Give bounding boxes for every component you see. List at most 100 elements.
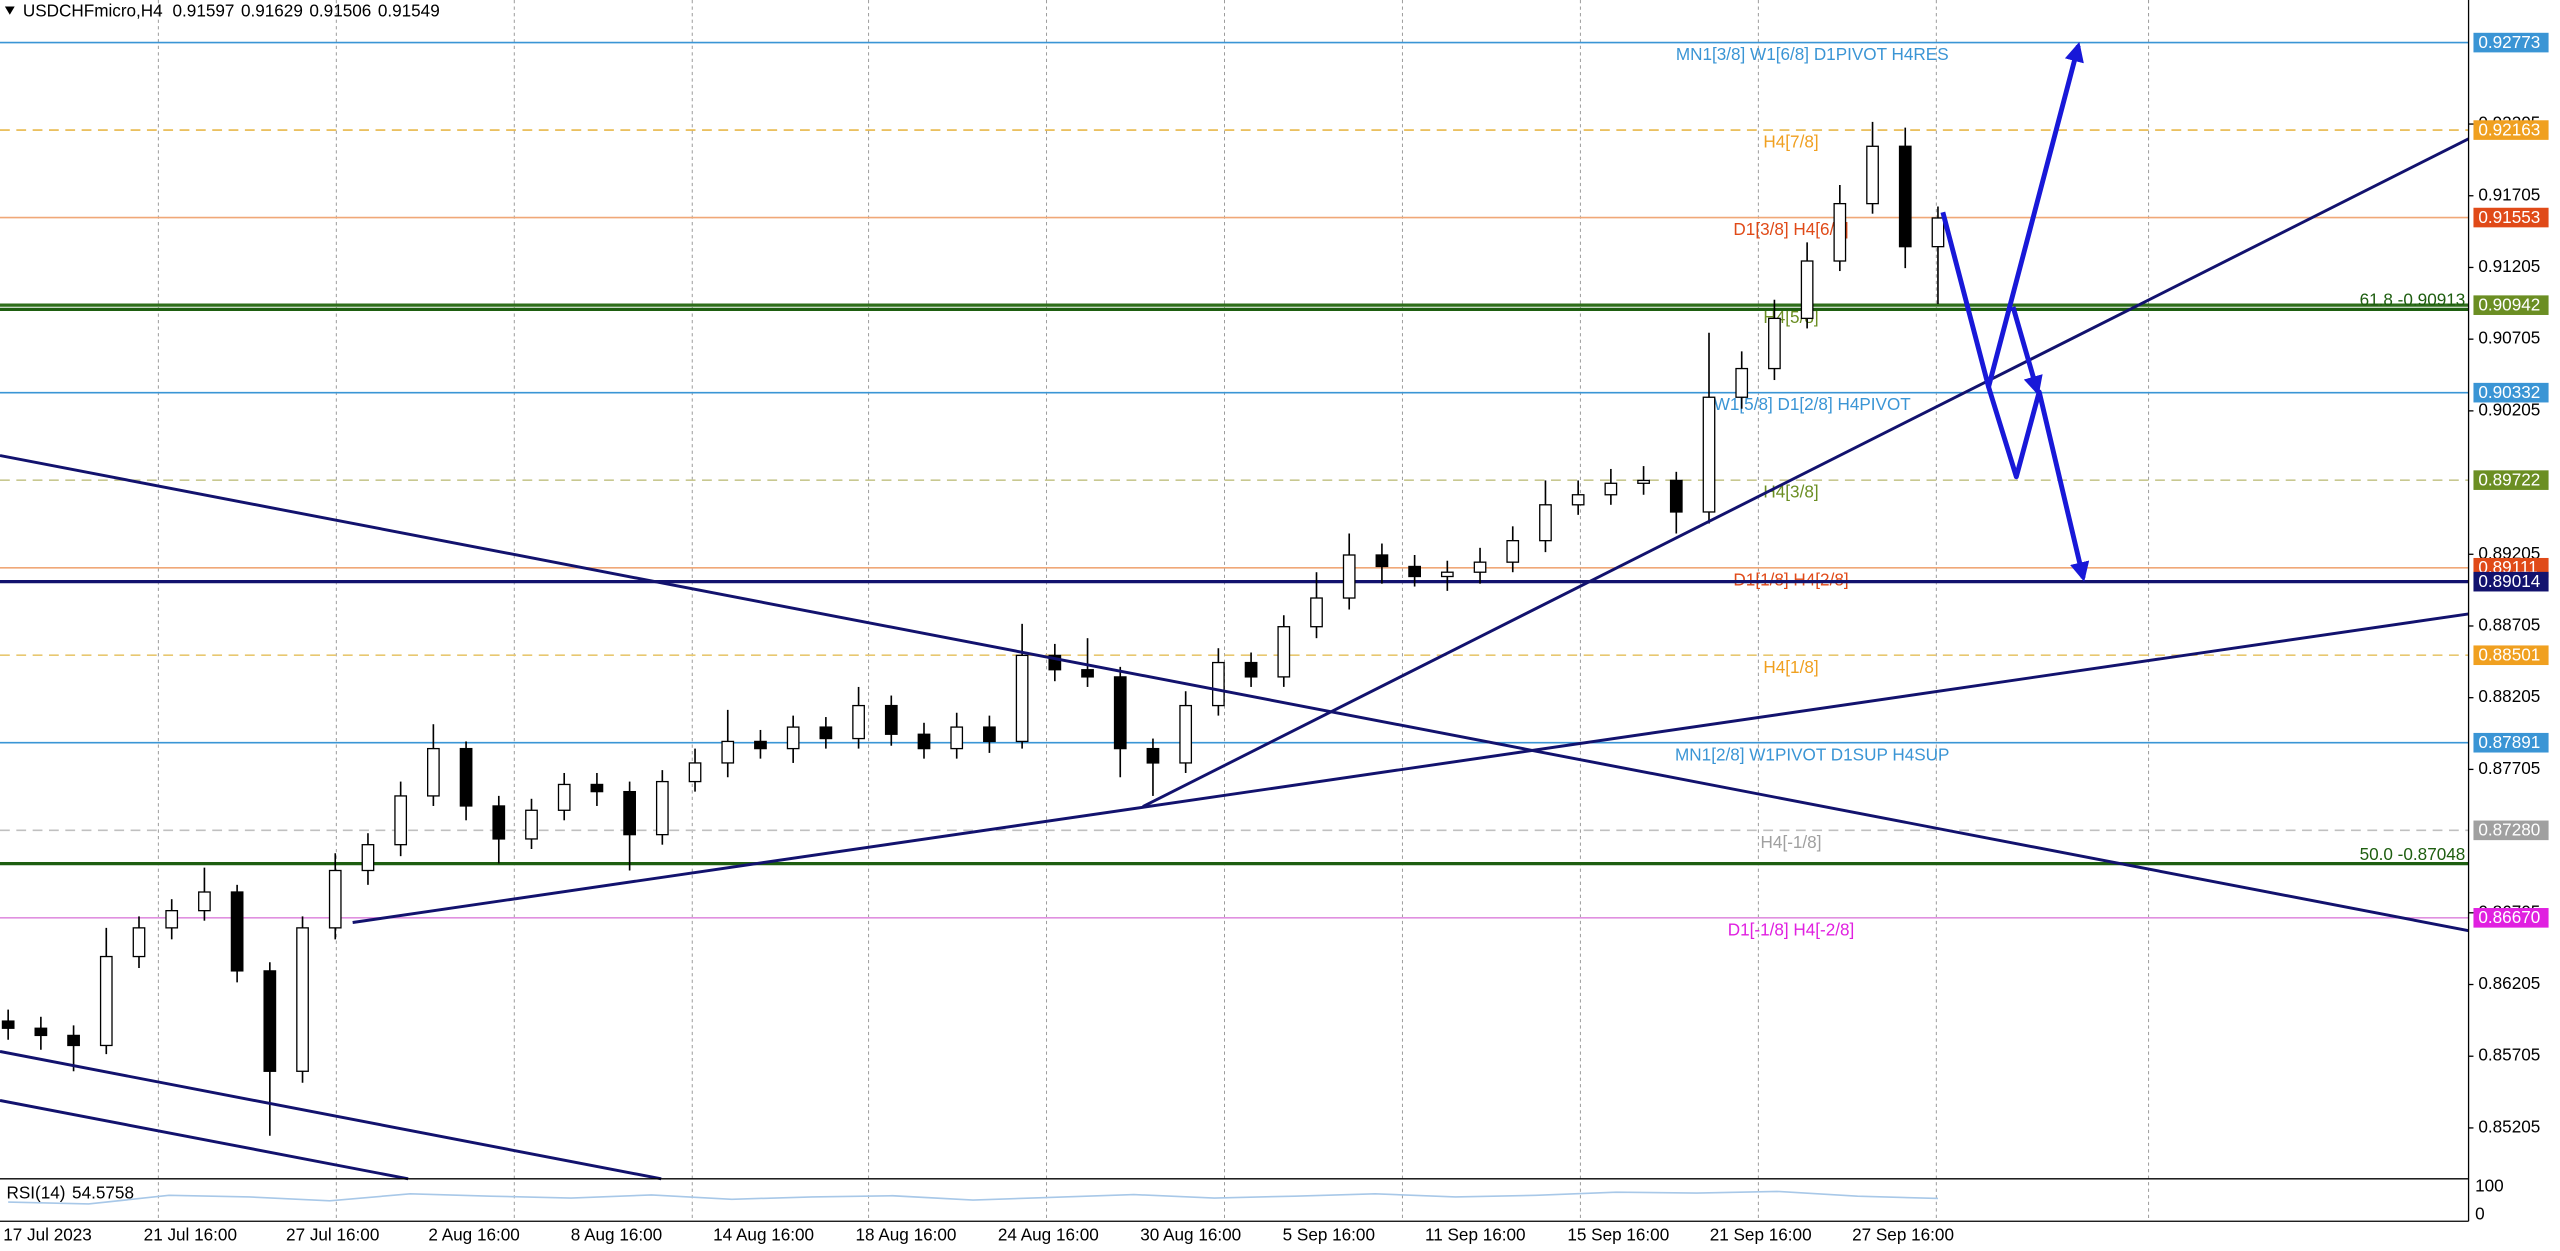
- candle-body: [1244, 661, 1258, 678]
- price-box-label: 0.92773: [2478, 32, 2540, 52]
- rsi-header: RSI(14) 54.5758: [7, 1182, 134, 1202]
- candle-body: [721, 740, 735, 764]
- rsi-tick-label: 100: [2475, 1176, 2504, 1196]
- candle-body: [786, 726, 800, 750]
- candle-body: [263, 970, 277, 1072]
- candle-body: [688, 762, 702, 783]
- candle-body: [1898, 145, 1912, 248]
- candle-body: [590, 783, 604, 793]
- candle-body: [1866, 145, 1879, 205]
- candle-body: [819, 726, 833, 740]
- candle-body: [1179, 704, 1193, 764]
- candles: [1, 121, 1945, 1136]
- vertical-grid: [157, 0, 2150, 1222]
- price-box-label: 0.92163: [2478, 119, 2540, 139]
- level-text: H4[7/8]: [1763, 132, 1818, 152]
- level-text: W1[5/8] D1[2/8] H4PIVOT: [1714, 394, 1912, 414]
- x-tick-label: 24 Aug 16:00: [998, 1225, 1099, 1245]
- x-tick-label: 30 Aug 16:00: [1140, 1225, 1241, 1245]
- x-tick-label: 2 Aug 16:00: [428, 1225, 519, 1245]
- candle-body: [1702, 396, 1716, 513]
- x-tick-label: 5 Sep 16:00: [1283, 1225, 1375, 1245]
- candle-body: [492, 805, 506, 840]
- close: 0.91549: [378, 0, 440, 20]
- candle-body: [132, 927, 146, 958]
- y-tick-label: 0.91705: [2478, 184, 2540, 204]
- candle-body: [983, 726, 996, 743]
- candle-body: [1081, 669, 1094, 678]
- price-box-label: 0.91553: [2478, 207, 2540, 227]
- y-tick-label: 0.87705: [2478, 758, 2540, 778]
- x-tick-label: 15 Sep 16:00: [1567, 1225, 1669, 1245]
- candle-body: [557, 783, 571, 811]
- price-box: [2473, 732, 2549, 753]
- y-tick-label: 0.86205: [2478, 973, 2540, 993]
- y-tick-label: 0.85205: [2478, 1116, 2540, 1136]
- candle-body: [1669, 479, 1683, 513]
- candle-body: [525, 809, 538, 840]
- candle-body: [1310, 597, 1323, 628]
- candle-body: [884, 704, 898, 735]
- candle-body: [1146, 747, 1160, 764]
- x-tick-label: 18 Aug 16:00: [856, 1225, 957, 1245]
- candle-body: [1833, 202, 1847, 262]
- y-tick-label: 0.85705: [2478, 1045, 2540, 1065]
- candle-body: [623, 790, 636, 836]
- candle-body: [1506, 540, 1520, 563]
- candle-body: [1604, 482, 1618, 496]
- candle-body: [1539, 504, 1552, 542]
- candle-body: [1212, 661, 1225, 707]
- price-box-label: 0.87280: [2478, 820, 2540, 840]
- candle-body: [655, 780, 669, 836]
- candle-body: [1735, 367, 1749, 398]
- y-tick-label: 0.90205: [2478, 399, 2540, 419]
- candle-body: [1571, 494, 1585, 506]
- axes: 0.922050.917050.912050.907050.902050.892…: [3, 113, 2540, 1245]
- price-box-label: 0.90942: [2478, 295, 2540, 315]
- level-text: D1[-1/8] H4[-2/8]: [1728, 919, 1855, 939]
- x-tick-label: 21 Jul 16:00: [144, 1225, 237, 1245]
- candle-body: [165, 910, 179, 929]
- y-tick-label: 0.89205: [2478, 543, 2540, 563]
- candle-body: [1440, 571, 1454, 578]
- price-box: [2473, 207, 2549, 228]
- price-box-label: 0.88501: [2478, 645, 2540, 665]
- header: USDCHFmicro,H4 0.91597 0.91629 0.91506 0.915…: [23, 0, 440, 20]
- price-box: [2473, 908, 2549, 928]
- rsi-tick-label: 0: [2475, 1203, 2485, 1223]
- price-box: [2473, 820, 2549, 841]
- candle-body: [459, 747, 473, 807]
- candle-body: [394, 795, 408, 846]
- x-tick-label: 27 Sep 16:00: [1852, 1225, 1954, 1245]
- candle-body: [328, 869, 342, 929]
- level-text: H4[3/8]: [1763, 482, 1818, 502]
- fib-label: 50.0 -0.87048: [2360, 844, 2466, 864]
- price-box: [2473, 32, 2549, 53]
- price-box: [2473, 470, 2549, 490]
- price-box-label: 0.90332: [2478, 382, 2540, 402]
- candle-body: [1, 1020, 15, 1029]
- level-text: H4[-1/8]: [1761, 832, 1822, 852]
- x-tick-label: 27 Jul 16:00: [286, 1225, 379, 1245]
- price-box: [2473, 120, 2549, 140]
- forecast-arrows: [1940, 41, 2090, 582]
- price-box: [2473, 571, 2549, 592]
- open: 0.91597: [173, 0, 235, 20]
- candle-body: [99, 955, 113, 1047]
- candle-body: [1015, 654, 1029, 743]
- price-box: [2473, 382, 2549, 403]
- candle-body: [1048, 654, 1062, 671]
- candle-body: [67, 1034, 80, 1047]
- candle-body: [1342, 554, 1356, 599]
- candle-body: [427, 747, 440, 797]
- candle-body: [361, 844, 375, 872]
- candle-body: [1637, 479, 1650, 484]
- price-box: [2473, 645, 2549, 666]
- trendlines: [0, 137, 2470, 1181]
- price-box-label: 0.89722: [2478, 469, 2540, 489]
- candle-body: [917, 733, 931, 750]
- candle-body: [950, 726, 964, 750]
- price-boxes: 0.92773 0.92163 0.91553 0.90942 0.90332 0.897…: [2473, 32, 2549, 928]
- levels: MN1[3/8] W1[6/8] D1PIVOT H4RES H4[7/8] D1[…: [0, 41, 2469, 939]
